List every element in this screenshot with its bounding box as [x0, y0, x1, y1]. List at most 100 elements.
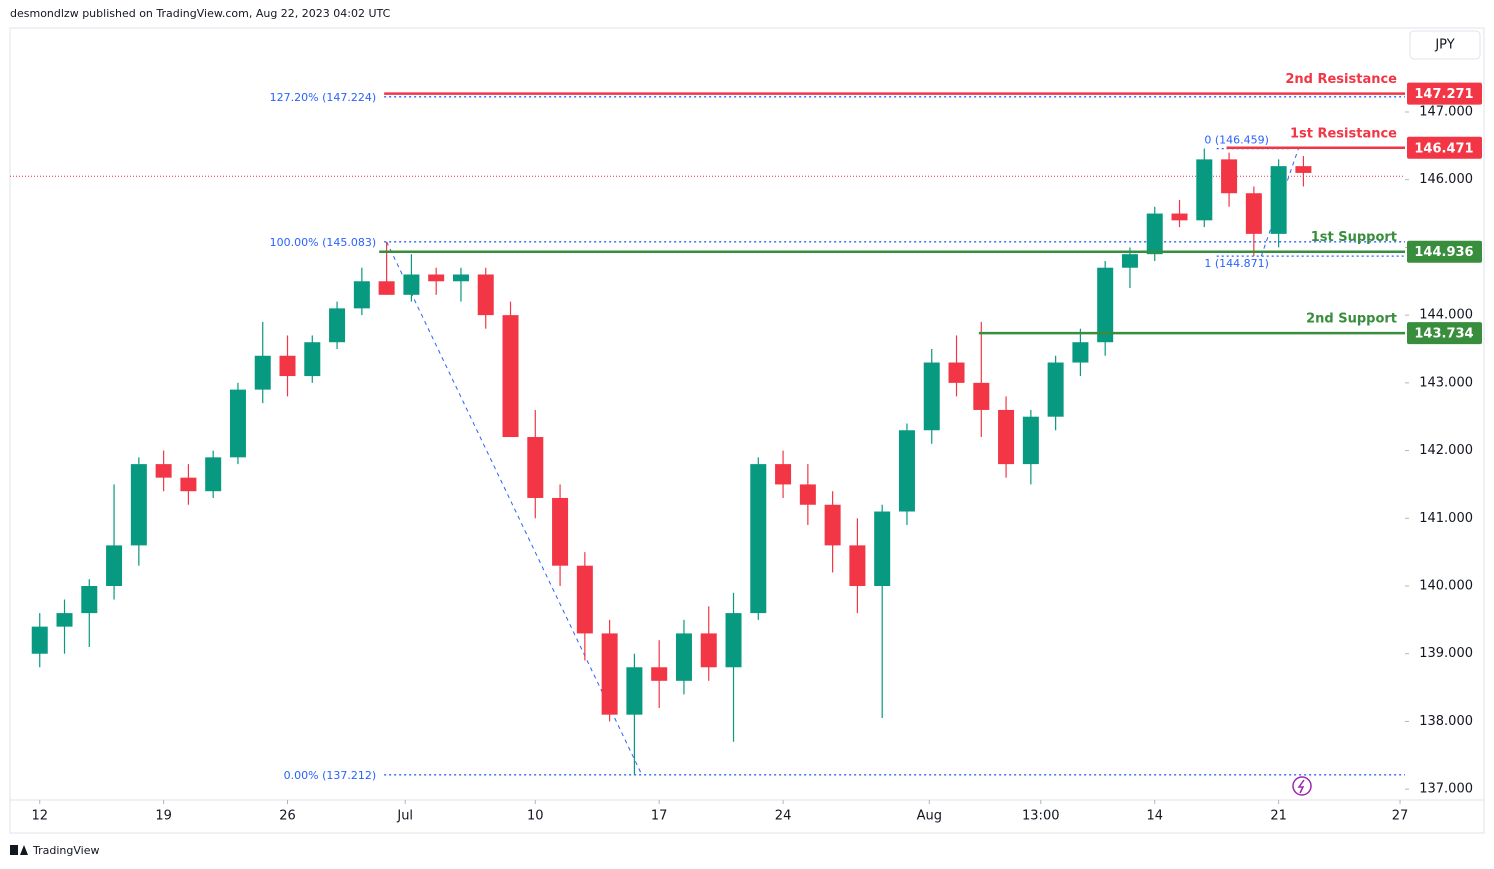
candle-body	[452, 274, 469, 282]
frame	[9, 27, 1485, 834]
x-tick-label: 12	[31, 809, 48, 824]
x-tick-label: 17	[651, 809, 668, 824]
x-tick-label: 14	[1146, 809, 1163, 824]
level-name: 2nd Resistance	[1285, 72, 1397, 87]
level-box	[1407, 82, 1482, 105]
candle-body	[205, 457, 222, 492]
candle-body	[601, 633, 618, 715]
candle-body	[750, 464, 767, 614]
x-tick-label: 27	[1392, 809, 1409, 824]
candle-body	[651, 667, 668, 681]
candle-body	[1245, 193, 1262, 234]
currency-box[interactable]	[1409, 30, 1481, 60]
fib-label: 0 (146.459)	[1204, 134, 1269, 147]
candle-body	[155, 464, 172, 478]
candle-body	[998, 409, 1015, 465]
candle-body	[353, 281, 370, 309]
candle-body	[279, 355, 296, 377]
header: desmondlzw published on TradingView.com,…	[10, 7, 391, 20]
x-tick-label: 10	[527, 809, 544, 824]
candle-body	[1121, 254, 1138, 268]
y-tick-label: 142.000	[1419, 443, 1473, 458]
level-name: 1st Support	[1311, 230, 1397, 245]
candle-body	[552, 497, 569, 566]
candle-body	[1196, 159, 1213, 221]
x-tick-label: Aug	[917, 809, 942, 824]
candle-body	[1270, 166, 1287, 234]
fib-trend	[386, 241, 643, 776]
candle-body	[304, 342, 321, 377]
candle-body	[106, 545, 123, 587]
candle-body	[576, 565, 593, 634]
fib-label: 0.00% (137.212)	[284, 769, 377, 782]
candle-body	[1221, 159, 1238, 194]
level-box	[1407, 322, 1482, 345]
candle-body	[948, 362, 965, 383]
x-tick-label: 24	[775, 809, 792, 824]
candle-body	[725, 613, 742, 668]
candle-body	[502, 315, 519, 438]
candle-body	[527, 437, 544, 498]
candle-body	[329, 308, 346, 343]
x-tick-label: Jul	[396, 809, 413, 824]
candle-body	[1295, 166, 1312, 173]
level-name: 2nd Support	[1306, 312, 1397, 327]
candle-body	[700, 633, 717, 668]
candle-body	[428, 274, 445, 282]
x-tick-label: 19	[155, 809, 172, 824]
candle-body	[81, 586, 98, 614]
candle-body	[130, 464, 147, 546]
candle-body	[849, 545, 866, 587]
candle-body	[180, 477, 197, 492]
candle-body	[1097, 267, 1114, 343]
y-tick-label: 143.000	[1419, 375, 1473, 390]
candle-body	[1047, 362, 1064, 417]
fib-label: 1 (144.871)	[1204, 257, 1269, 270]
level-value: 144.936	[1414, 245, 1473, 260]
y-tick-label: 138.000	[1419, 714, 1473, 729]
candle-body	[229, 389, 246, 458]
currency[interactable]: JPY	[1434, 38, 1454, 53]
x-tick-label: 26	[279, 809, 296, 824]
level-name: 1st Resistance	[1290, 126, 1397, 141]
y-tick-label: 139.000	[1419, 646, 1473, 661]
y-tick-label: 144.000	[1419, 308, 1473, 323]
fib-label: 100.00% (145.083)	[270, 236, 377, 249]
candle-body	[1022, 416, 1039, 465]
level-value: 147.271	[1414, 87, 1473, 102]
level-value: 146.471	[1414, 141, 1473, 156]
candle-body	[477, 274, 494, 316]
candle-body	[973, 382, 990, 410]
candle-body	[1072, 342, 1089, 363]
candle-body	[775, 464, 792, 485]
candle-body	[675, 633, 692, 681]
fib-label: 127.20% (147.224)	[270, 91, 377, 104]
candle-body	[824, 504, 841, 546]
level-value: 143.734	[1414, 327, 1473, 342]
candle-body	[56, 613, 73, 627]
y-tick-label: 147.000	[1419, 104, 1473, 119]
candle-body	[626, 667, 643, 715]
candle-body	[874, 511, 891, 587]
candle-body	[378, 281, 395, 295]
candle-body	[799, 484, 816, 505]
y-tick-label: 140.000	[1419, 579, 1473, 594]
candle-body	[403, 274, 420, 295]
level-box	[1407, 136, 1482, 159]
candle-body	[898, 430, 915, 512]
y-tick-label: 141.000	[1419, 511, 1473, 526]
x-tick-label: 13:00	[1022, 809, 1059, 824]
candle-body	[1171, 213, 1188, 221]
footer: TradingView	[32, 844, 99, 857]
alert-icon[interactable]	[1292, 776, 1312, 796]
candle-body	[923, 362, 940, 431]
y-tick-label: 146.000	[1419, 172, 1473, 187]
candle-body	[1146, 213, 1163, 255]
footer-logo	[10, 845, 28, 855]
candle-body	[31, 626, 48, 654]
x-tick-label: 21	[1270, 809, 1287, 824]
level-box	[1407, 240, 1482, 263]
y-tick-label: 137.000	[1419, 782, 1473, 797]
candle-body	[254, 355, 271, 390]
